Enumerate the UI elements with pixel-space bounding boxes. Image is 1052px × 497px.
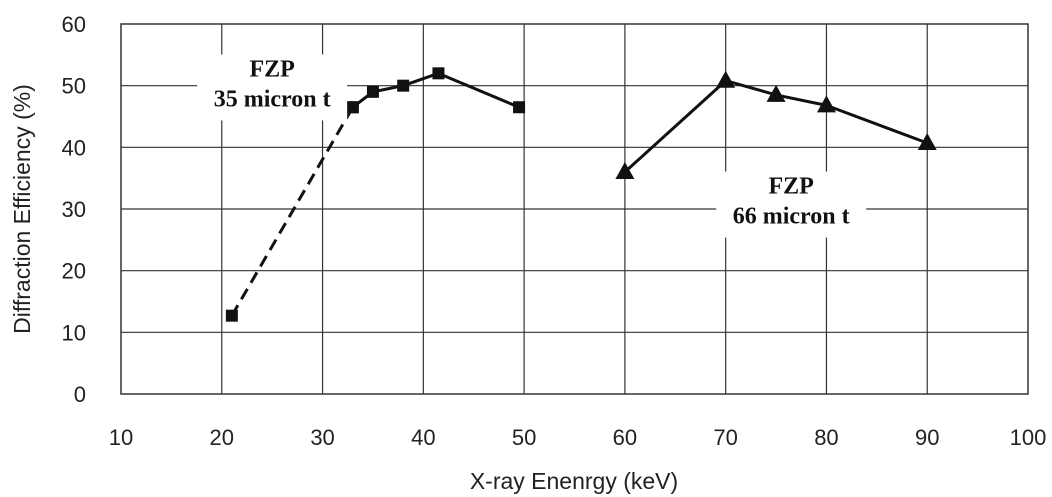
y-tick-label: 20 <box>62 259 86 284</box>
x-tick-labels: 10 20 30 40 50 60 70 80 90 100 <box>109 425 1047 450</box>
x-tick-label: 10 <box>109 425 133 450</box>
annotation-text: FZP <box>250 56 295 82</box>
x-tick-label: 40 <box>411 425 435 450</box>
x-tick-label: 100 <box>1010 425 1047 450</box>
x-tick-label: 30 <box>310 425 334 450</box>
y-tick-label: 0 <box>74 382 86 407</box>
y-tick-label: 10 <box>62 320 86 345</box>
square-marker <box>397 79 410 92</box>
square-marker <box>513 101 526 114</box>
square-marker <box>225 309 238 322</box>
square-marker <box>346 101 359 114</box>
x-tick-label: 80 <box>814 425 838 450</box>
triangle-marker <box>615 162 635 179</box>
triangle-marker <box>766 84 786 102</box>
annotation-background <box>197 54 348 121</box>
series-line <box>230 106 355 317</box>
x-tick-label: 60 <box>613 425 637 450</box>
square-marker <box>366 85 379 98</box>
annotation-background <box>716 171 867 238</box>
x-tick-label: 50 <box>512 425 536 450</box>
y-tick-label: 30 <box>62 197 86 222</box>
x-tick-label: 20 <box>210 425 234 450</box>
triangle-marker <box>716 70 736 88</box>
y-tick-labels: 0 10 20 30 40 50 60 <box>62 12 86 407</box>
y-tick-label: 40 <box>62 135 86 160</box>
x-tick-label: 70 <box>713 425 737 450</box>
annotations: FZP 35 micron t FZP 66 micron t <box>197 54 867 238</box>
annotation-text: 66 micron t <box>733 204 850 230</box>
x-tick-label: 90 <box>915 425 939 450</box>
annotation-text: 35 micron t <box>214 86 331 112</box>
y-tick-label: 60 <box>62 12 86 37</box>
triangle-marker <box>816 95 836 113</box>
square-marker <box>432 67 445 80</box>
y-tick-label: 50 <box>62 74 86 99</box>
series-markers <box>225 67 937 322</box>
triangle-marker <box>917 133 937 151</box>
x-axis-title: X-ray Enenrgy (keV) <box>470 468 678 494</box>
annotation-text: FZP <box>769 174 814 200</box>
y-axis-title: Diffraction Efficiency (%) <box>9 84 35 334</box>
